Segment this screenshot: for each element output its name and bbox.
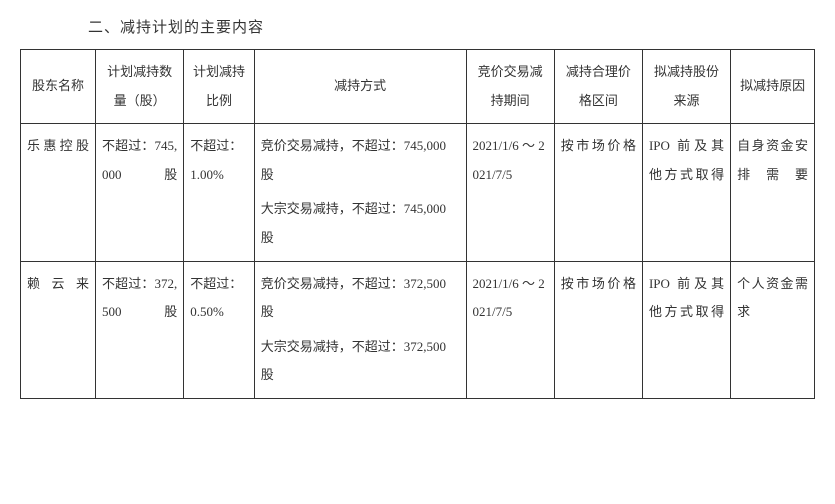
header-price: 减持合理价格区间 <box>554 50 642 124</box>
header-reason: 拟减持原因 <box>731 50 815 124</box>
cell-source: IPO 前及其他方式取得 <box>642 261 730 398</box>
cell-ratio: 不超过：0.50% <box>184 261 255 398</box>
header-ratio: 计划减持比例 <box>184 50 255 124</box>
cell-period: 2021/1/6 ～ 2021/7/5 <box>466 261 554 398</box>
cell-qty: 不超过：372,500 股 <box>95 261 183 398</box>
cell-reason: 自身资金安排需要 <box>731 124 815 261</box>
cell-qty: 不超过：745,000 股 <box>95 124 183 261</box>
header-source: 拟减持股份来源 <box>642 50 730 124</box>
cell-method-line2: 大宗交易减持，不超过：745,000 股 <box>261 195 460 252</box>
cell-method: 竞价交易减持，不超过：745,000 股 大宗交易减持，不超过：745,000 … <box>254 124 466 261</box>
cell-source: IPO 前及其他方式取得 <box>642 124 730 261</box>
table-row: 乐惠控股 不超过：745,000 股 不超过：1.00% 竞价交易减持，不超过：… <box>21 124 815 261</box>
cell-name: 赖云来 <box>21 261 96 398</box>
cell-period: 2021/1/6 ～ 2021/7/5 <box>466 124 554 261</box>
table-row: 赖云来 不超过：372,500 股 不超过：0.50% 竞价交易减持，不超过：3… <box>21 261 815 398</box>
cell-ratio: 不超过：1.00% <box>184 124 255 261</box>
header-method: 减持方式 <box>254 50 466 124</box>
cell-price: 按市场价格 <box>554 261 642 398</box>
cell-method-line1: 竞价交易减持，不超过：372,500 股 <box>261 270 460 327</box>
cell-method: 竞价交易减持，不超过：372,500 股 大宗交易减持，不超过：372,500 … <box>254 261 466 398</box>
cell-method-line1: 竞价交易减持，不超过：745,000 股 <box>261 132 460 189</box>
reduction-plan-table: 股东名称 计划减持数量（股） 计划减持比例 减持方式 竞价交易减持期间 减持合理… <box>20 49 815 399</box>
cell-name: 乐惠控股 <box>21 124 96 261</box>
header-qty: 计划减持数量（股） <box>95 50 183 124</box>
table-header-row: 股东名称 计划减持数量（股） 计划减持比例 减持方式 竞价交易减持期间 减持合理… <box>21 50 815 124</box>
cell-reason: 个人资金需求 <box>731 261 815 398</box>
cell-price: 按市场价格 <box>554 124 642 261</box>
header-period: 竞价交易减持期间 <box>466 50 554 124</box>
section-title: 二、减持计划的主要内容 <box>88 16 815 37</box>
cell-method-line2: 大宗交易减持，不超过：372,500 股 <box>261 333 460 390</box>
header-name: 股东名称 <box>21 50 96 124</box>
